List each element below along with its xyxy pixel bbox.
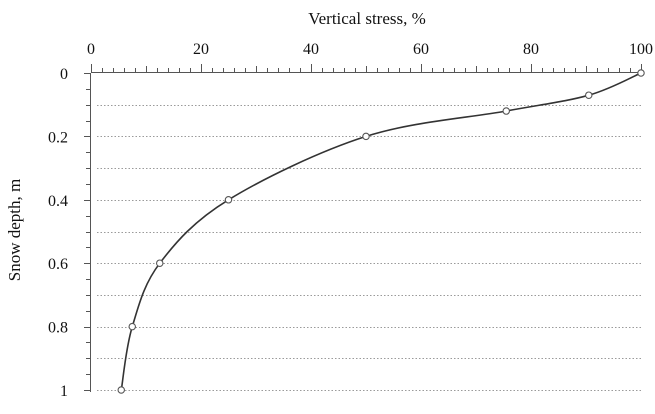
data-point bbox=[362, 132, 370, 141]
data-point bbox=[502, 107, 510, 115]
y-tick-label: 0.4 bbox=[48, 193, 68, 210]
y-tick-label: 0 bbox=[60, 66, 68, 83]
data-point bbox=[128, 322, 137, 331]
y-tick-label: 0.8 bbox=[48, 320, 68, 337]
series-line bbox=[120, 72, 642, 391]
x-axis-title: Vertical stress, % bbox=[308, 9, 426, 28]
series bbox=[117, 69, 645, 394]
data-point bbox=[156, 259, 164, 267]
y-tick-label: 0.2 bbox=[48, 129, 68, 146]
data-point bbox=[224, 196, 233, 204]
data-point bbox=[637, 69, 645, 77]
tick-labels: 0 20 40 60 80 100 0 0.2 0.4 0.6 0.8 1 bbox=[48, 41, 653, 400]
x-tick-label: 60 bbox=[413, 41, 429, 58]
y-tick-label: 1 bbox=[60, 383, 68, 400]
axes bbox=[84, 64, 642, 392]
x-tick-label: 100 bbox=[629, 41, 653, 58]
x-tick-label: 40 bbox=[303, 41, 319, 58]
y-tick-label: 0.6 bbox=[48, 256, 68, 273]
x-tick-label: 0 bbox=[87, 41, 95, 58]
x-tick-label: 20 bbox=[193, 41, 209, 58]
data-point bbox=[117, 386, 126, 394]
grid-lines bbox=[97, 105, 641, 391]
x-tick-label: 80 bbox=[523, 41, 539, 58]
y-axis-title: Snow depth, m bbox=[5, 179, 24, 281]
data-point bbox=[584, 91, 593, 99]
